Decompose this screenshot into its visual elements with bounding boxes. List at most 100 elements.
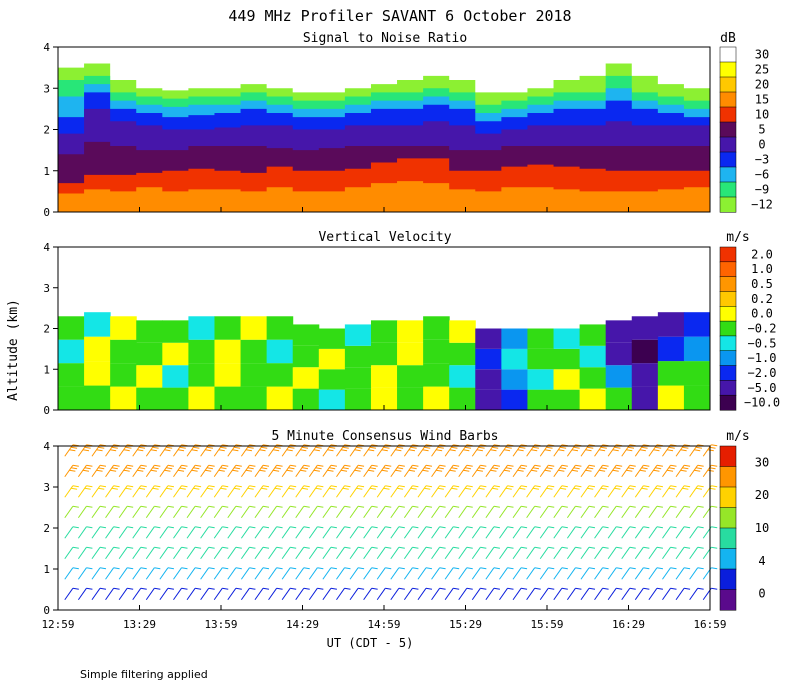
wind-barb-flag <box>206 446 214 449</box>
wind-barb <box>607 444 617 457</box>
wind-barb-flag <box>560 467 567 470</box>
wind-barb <box>227 464 237 478</box>
wind-barb <box>471 567 481 580</box>
vv-cell <box>266 363 294 387</box>
wind-barb-flag <box>234 467 241 470</box>
wind-barb <box>376 485 386 498</box>
wind-barb <box>268 505 277 519</box>
wind-barb <box>349 485 359 498</box>
wind-barb-flag <box>519 446 526 449</box>
wind-barb <box>64 567 74 580</box>
vv-cell <box>423 316 450 340</box>
wind-barb <box>105 567 114 580</box>
wind-barb-flag <box>220 467 227 470</box>
wind-barb-flag <box>72 546 79 549</box>
wind-barb <box>91 464 101 478</box>
wind-barb <box>417 505 427 519</box>
wind-barb <box>376 567 386 580</box>
wind-barb-flag <box>194 485 202 488</box>
wind-barb <box>186 587 196 601</box>
wind-barb-flag <box>616 546 623 549</box>
wind-barb-flag <box>371 587 378 590</box>
wind-barb <box>499 567 508 580</box>
wind-barb-flag <box>544 449 551 452</box>
wind-barb <box>91 567 101 580</box>
wind-barb-flag <box>300 449 307 452</box>
wind-barb <box>186 464 196 478</box>
wind-unit-label: m/s <box>726 429 749 444</box>
y-tick-label: 1 <box>43 563 50 576</box>
wind-barb <box>159 464 169 478</box>
wind-barb-flag <box>439 587 446 590</box>
wind-barb-flag <box>329 467 336 470</box>
wind-barb-flag <box>330 567 337 570</box>
wind-barb-flag <box>534 526 541 529</box>
wind-barb <box>295 587 305 601</box>
wind-barb-flag <box>138 446 146 449</box>
wind-barb-flag <box>505 487 512 490</box>
wind-barb <box>105 526 114 539</box>
wind-barb-flag <box>643 546 650 549</box>
vv-cell <box>266 316 294 340</box>
wind-barb-flag <box>519 467 526 470</box>
wind-barb-flag <box>616 587 623 590</box>
wind-barb-flag <box>629 526 636 529</box>
wind-barb-flag <box>643 485 650 488</box>
wind-barb <box>118 526 128 539</box>
wind-barb <box>458 567 468 580</box>
wind-barb-flag <box>480 587 487 590</box>
wind-barb <box>240 567 250 580</box>
wind-barb <box>322 587 332 601</box>
wind-barb <box>526 587 536 601</box>
wind-barb-flag <box>682 467 689 470</box>
wind-barb-flag <box>560 487 567 490</box>
wind-barb-flag <box>466 526 473 529</box>
wind-barb-flag <box>575 505 582 508</box>
vv-cell <box>110 316 137 340</box>
wind-barb-flag <box>303 485 310 488</box>
wind-barb-flag <box>371 464 378 467</box>
wind-barb-flag <box>123 449 130 452</box>
wind-barb-flag <box>697 587 704 590</box>
wind-barb-flag <box>208 485 215 488</box>
x-tick-label: 15:29 <box>449 618 482 631</box>
vv-cell <box>397 365 424 388</box>
wind-barb-flag <box>616 464 623 467</box>
colorbar-swatch <box>719 350 737 367</box>
wind-barb <box>336 444 345 457</box>
wind-barb <box>281 444 291 457</box>
wind-barb <box>675 546 685 560</box>
vv-cell <box>292 345 320 368</box>
wind-barb <box>662 546 671 560</box>
wind-barb-flag <box>313 469 320 472</box>
wind-barb <box>594 485 603 498</box>
wind-barb-flag <box>520 485 528 488</box>
wind-barb <box>64 444 74 457</box>
wind-barb <box>689 485 699 498</box>
wind-barb-flag <box>99 567 107 570</box>
wind-barb <box>499 526 508 539</box>
wind-barb-flag <box>140 505 147 508</box>
wind-barb-flag <box>194 464 202 467</box>
wind-barb-flag <box>548 485 555 488</box>
wind-barb-flag <box>344 505 351 508</box>
wind-barb <box>91 526 101 539</box>
wind-barb <box>77 546 87 560</box>
wind-barb-flag <box>408 449 416 452</box>
wind-barb-flag <box>599 449 606 452</box>
wind-barb <box>105 464 114 478</box>
wind-barb-flag <box>317 485 324 488</box>
wind-barb <box>431 587 440 601</box>
wind-barb <box>621 546 631 560</box>
wind-barb-flag <box>602 464 609 467</box>
vv-cell <box>631 386 659 410</box>
wind-barb-flag <box>247 446 254 449</box>
wind-barb <box>336 505 345 519</box>
wind-barb-flag <box>222 567 229 570</box>
wind-barb-flag <box>154 587 161 590</box>
wind-barb-flag <box>288 487 295 490</box>
colorbar-label: −5.0 <box>748 381 777 395</box>
vv-cell <box>605 387 633 410</box>
wind-barb-flag <box>113 485 120 488</box>
wind-barb-flag <box>653 469 660 472</box>
